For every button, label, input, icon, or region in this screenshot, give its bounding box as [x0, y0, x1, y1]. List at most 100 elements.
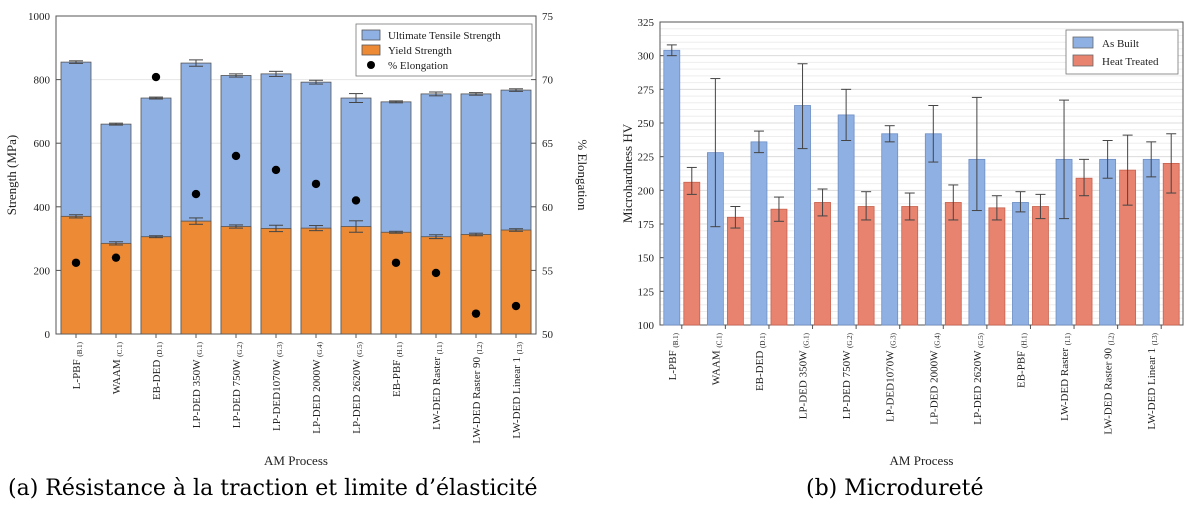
heat-treated-bar [814, 202, 831, 326]
yield-bar [260, 228, 292, 335]
x-tick-label: WAAM (C.1) [111, 341, 124, 394]
x-tick-label: EB-DED (D.1) [151, 341, 164, 400]
x-tick-label: LP-DED 2620W (G.5) [972, 332, 985, 424]
x-tick-label: LW-DED Raster (I.1) [1059, 332, 1072, 420]
legend-swatch [361, 44, 381, 56]
right-tick-label: 65 [542, 138, 554, 150]
yield-bar [380, 231, 412, 335]
y-tick-label: 325 [638, 17, 655, 29]
as-built-bar [1012, 202, 1029, 326]
x-tick-label: EB-DED (D.1) [754, 332, 767, 391]
heat-treated-bar [944, 202, 962, 326]
heat-treated-bar [988, 207, 1006, 326]
y-tick-label: 200 [638, 185, 655, 197]
yield-bar [500, 229, 532, 335]
heat-treated-bar [726, 216, 744, 326]
x-tick-label: LW-DED Raster 90 (I.2) [1103, 332, 1116, 434]
x-tick-label: L-PBF (B.1) [667, 332, 680, 380]
y-axis-title-right: % Elongation [575, 139, 590, 211]
heat-treated-bar [683, 181, 701, 326]
legend-swatch-dot [367, 61, 375, 69]
elongation-point [391, 258, 401, 267]
as-built-bar [881, 133, 899, 326]
y-axis-title-left: Strength (MPa) [4, 135, 19, 216]
x-tick-label: EB-PBF (H.1) [391, 341, 404, 397]
x-tick-label: LP-DED1070W (G.3) [271, 341, 284, 431]
y-tick-label: 275 [638, 84, 655, 96]
x-tick-label: EB-PBF (H.1) [1015, 332, 1028, 388]
left-tick-label: 600 [34, 138, 51, 150]
x-tick-label: L-PBF (B.1) [71, 341, 84, 389]
yield-bar [60, 215, 92, 335]
yield-bar [340, 226, 372, 335]
x-tick-label: LP-DED 350W (G.1) [191, 341, 204, 428]
x-tick-label: LW-DED Raster (I.1) [431, 341, 444, 429]
right-tick-label: 75 [542, 11, 554, 23]
heat-treated-bar [857, 206, 875, 326]
yield-bar [460, 234, 492, 335]
legend-swatch [361, 29, 381, 41]
legend-label: Ultimate Tensile Strength [388, 30, 501, 42]
yield-bar [220, 226, 252, 335]
caption-a: (a) Résistance à la traction et limite d… [8, 476, 538, 501]
legend-swatch [1072, 36, 1094, 49]
x-tick-label: LP-DED 2000W (G.4) [311, 341, 324, 433]
legend-label: As Built [1102, 38, 1139, 50]
left-tick-label: 0 [45, 329, 51, 341]
plot-frame [659, 21, 1184, 326]
as-built-bar [837, 114, 855, 326]
x-tick-label: LP-DED 750W (G.2) [841, 332, 854, 419]
y-tick-label: 300 [638, 51, 655, 63]
legend-box [355, 23, 533, 77]
x-tick-label: LW-DED Linear 1 (I.3) [511, 341, 524, 438]
legend-label: Heat Treated [1102, 56, 1159, 68]
left-tick-label: 200 [34, 265, 51, 277]
elongation-point [311, 179, 321, 189]
right-tick-label: 50 [542, 329, 554, 341]
x-tick-label: LP-DED 350W (G.1) [798, 332, 811, 419]
yield-bar [300, 227, 332, 335]
x-axis-title: AM Process [890, 453, 954, 468]
y-tick-label: 100 [638, 320, 655, 332]
heat-treated-bar [770, 208, 788, 326]
x-tick-label: WAAM (C.1) [710, 332, 723, 385]
x-axis-title: AM Process [264, 453, 328, 468]
y-tick-label: 250 [638, 118, 655, 130]
x-tick-label: LP-DED1070W (G.3) [885, 332, 898, 422]
plot-frame [55, 15, 537, 335]
y-tick-label: 225 [638, 152, 655, 164]
elongation-point [351, 196, 361, 205]
elongation-point [71, 258, 81, 267]
legend-label: Yield Strength [388, 45, 452, 57]
elongation-point [431, 268, 441, 278]
yield-bar [420, 236, 452, 335]
as-built-bar [750, 141, 768, 326]
right-tick-label: 55 [542, 265, 554, 277]
legend-label: % Elongation [388, 60, 449, 72]
y-tick-label: 175 [638, 219, 655, 231]
x-tick-label: LP-DED 2000W (G.4) [928, 332, 941, 424]
x-tick-label: LW-DED Raster 90 (I.2) [471, 341, 484, 443]
as-built-bar [1099, 158, 1117, 326]
caption-b: (b) Microdureté [806, 476, 984, 501]
legend-swatch [1072, 54, 1094, 67]
heat-treated-bar [1032, 206, 1049, 326]
as-built-bar [1142, 158, 1160, 326]
as-built-bar [663, 49, 681, 326]
x-tick-label: LP-DED 750W (G.2) [231, 341, 244, 428]
elongation-point [111, 253, 121, 262]
right-tick-label: 60 [542, 202, 554, 214]
chart-a-tensile-strength: 0 200 400 600 800 1000 50 55 60 65 70 75 L-PBF (B.1)… [4, 11, 590, 468]
heat-treated-bar [1075, 177, 1093, 326]
chart-b-microhardness: 100 125 150 175 200 225 250 275 300 325 L-PBF (B.1… [620, 17, 1184, 468]
elongation-point [511, 301, 521, 311]
y-tick-label: 125 [638, 286, 655, 298]
left-tick-label: 400 [34, 202, 51, 214]
y-tick-label: 150 [638, 253, 655, 265]
yield-bar [180, 220, 212, 335]
y-axis-title: Microhardness HV [620, 123, 635, 223]
elongation-point [191, 189, 201, 199]
x-tick-label: LW-DED Linear 1 (I.3) [1146, 332, 1159, 429]
elongation-point [471, 309, 481, 318]
